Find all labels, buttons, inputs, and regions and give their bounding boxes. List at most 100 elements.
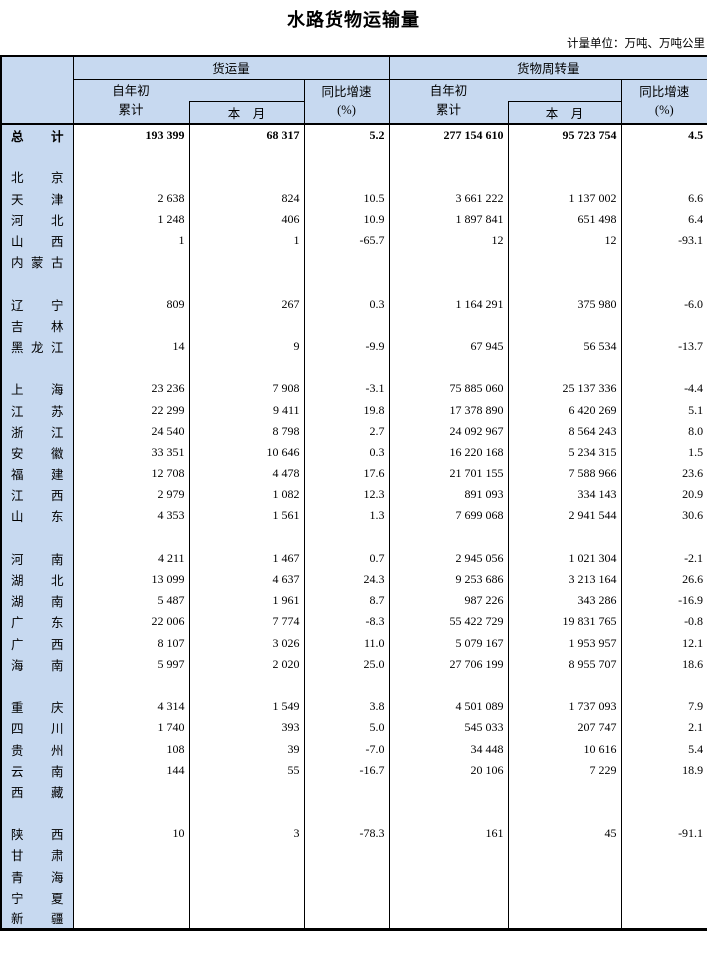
value-cell: 4 353: [72, 505, 189, 527]
value-cell: 4 478: [188, 463, 304, 485]
province-cell: 吉林: [1, 314, 74, 336]
value-cell: -2.1: [620, 547, 707, 569]
value-cell: -4.4: [620, 378, 707, 400]
value-cell: 18.6: [620, 653, 707, 675]
value-cell: 891 093: [388, 484, 509, 506]
value-cell: 277 154 610: [388, 122, 509, 146]
value-cell: 1 164 291: [388, 293, 509, 315]
value-cell: [620, 674, 707, 697]
value-cell: [507, 145, 622, 167]
table-row: 广西 8 107 3 026 11.0 5 079 167 1 953 957 12.1: [1, 632, 707, 654]
value-cell: 207 747: [507, 717, 622, 739]
value-cell: 13 099: [72, 568, 189, 591]
value-cell: [507, 802, 622, 824]
unit-note: 计量单位：万吨、万吨公里: [567, 38, 705, 50]
value-cell: 193 399: [72, 122, 189, 146]
province-cell: 江西: [1, 484, 74, 506]
value-cell: [188, 865, 304, 887]
value-cell: 1 897 841: [388, 208, 509, 230]
value-cell: 2 979: [72, 484, 189, 506]
table-row: 山东 4 353 1 561 1.3 7 699 068 2 941 544 30.6: [1, 505, 707, 527]
value-cell: -9.9: [303, 335, 390, 358]
value-cell: [188, 526, 304, 548]
province-label: 青海: [11, 870, 64, 885]
province-label: 辽宁: [11, 298, 64, 313]
value-cell: 25 137 336: [507, 378, 622, 400]
value-cell: 1 082: [188, 484, 304, 506]
table-row: 云南 144 55 -16.7 20 106 7 229 18.9: [1, 759, 707, 781]
value-cell: [188, 802, 304, 824]
province-label: 新疆: [11, 912, 64, 927]
value-cell: 19.8: [303, 399, 390, 421]
province-label: 山西: [11, 235, 64, 250]
value-cell: [188, 251, 304, 273]
value-cell: [188, 780, 304, 802]
province-cell: 山西: [1, 229, 74, 252]
value-cell: [507, 357, 622, 379]
value-cell: [620, 526, 707, 548]
province-label: 甘肃: [11, 849, 64, 864]
subheader-month-1: 本 月: [188, 101, 304, 124]
value-cell: [303, 780, 390, 802]
table-row: 内蒙古: [1, 251, 707, 273]
value-cell: 23.6: [620, 463, 707, 485]
table-row: 青海: [1, 865, 707, 887]
value-cell: 2.1: [620, 717, 707, 739]
value-cell: 0.3: [303, 441, 390, 463]
value-cell: [507, 674, 622, 697]
value-cell: [72, 314, 189, 336]
table-row: 辽宁 809 267 0.3 1 164 291 375 980 -6.0: [1, 293, 707, 315]
value-cell: [620, 145, 707, 167]
value-cell: [507, 844, 622, 866]
value-cell: 10 646: [188, 441, 304, 463]
value-cell: [507, 251, 622, 273]
value-cell: [507, 166, 622, 188]
value-cell: -13.7: [620, 335, 707, 358]
value-cell: 34 448: [388, 738, 509, 760]
subheader-cumulative-line2: 累计: [436, 103, 462, 118]
province-cell: 天津: [1, 187, 74, 209]
value-cell: 3: [188, 823, 304, 845]
province-cell: [1, 802, 74, 824]
subheader-cumulative-2: 自年初 累计: [388, 79, 509, 124]
value-cell: 1 740: [72, 717, 189, 739]
value-cell: [620, 357, 707, 379]
table-row: 北京: [1, 166, 707, 188]
province-label: 山东: [11, 510, 64, 525]
value-cell: [388, 674, 509, 697]
province-label: 西藏: [11, 785, 64, 800]
value-cell: -16.9: [620, 590, 707, 612]
province-label: 江西: [11, 489, 64, 504]
value-cell: [620, 844, 707, 866]
province-label: 重庆: [11, 701, 64, 716]
province-label: 黑龙江: [11, 340, 64, 355]
province-label: 宁夏: [11, 891, 64, 906]
value-cell: 10.5: [303, 187, 390, 209]
subheader-yoy-1: 同比增速 (%): [303, 79, 390, 124]
value-cell: 5.2: [303, 122, 390, 146]
value-cell: 8 798: [188, 420, 304, 442]
value-cell: 1: [188, 229, 304, 252]
value-cell: -65.7: [303, 229, 390, 252]
value-cell: 6.6: [620, 187, 707, 209]
table-row: 陕西 10 3 -78.3 161 45 -91.1: [1, 823, 707, 845]
value-cell: 406: [188, 208, 304, 230]
province-cell: 安徽: [1, 441, 74, 463]
province-label: 贵州: [11, 743, 64, 758]
value-cell: 18.9: [620, 759, 707, 781]
spacer-row: [1, 526, 707, 548]
value-cell: 393: [188, 717, 304, 739]
value-cell: [303, 802, 390, 824]
value-cell: [72, 886, 189, 908]
province-cell: 河北: [1, 208, 74, 230]
province-cell: 总计: [1, 122, 74, 146]
value-cell: 1 961: [188, 590, 304, 612]
value-cell: 9: [188, 335, 304, 358]
province-cell: 广东: [1, 611, 74, 633]
value-cell: [303, 865, 390, 887]
subheader-cumulative-line1: 自年初: [112, 83, 150, 98]
value-cell: [620, 907, 707, 930]
value-cell: 0.3: [303, 293, 390, 315]
province-cell: 广西: [1, 632, 74, 654]
value-cell: 68 317: [188, 122, 304, 146]
